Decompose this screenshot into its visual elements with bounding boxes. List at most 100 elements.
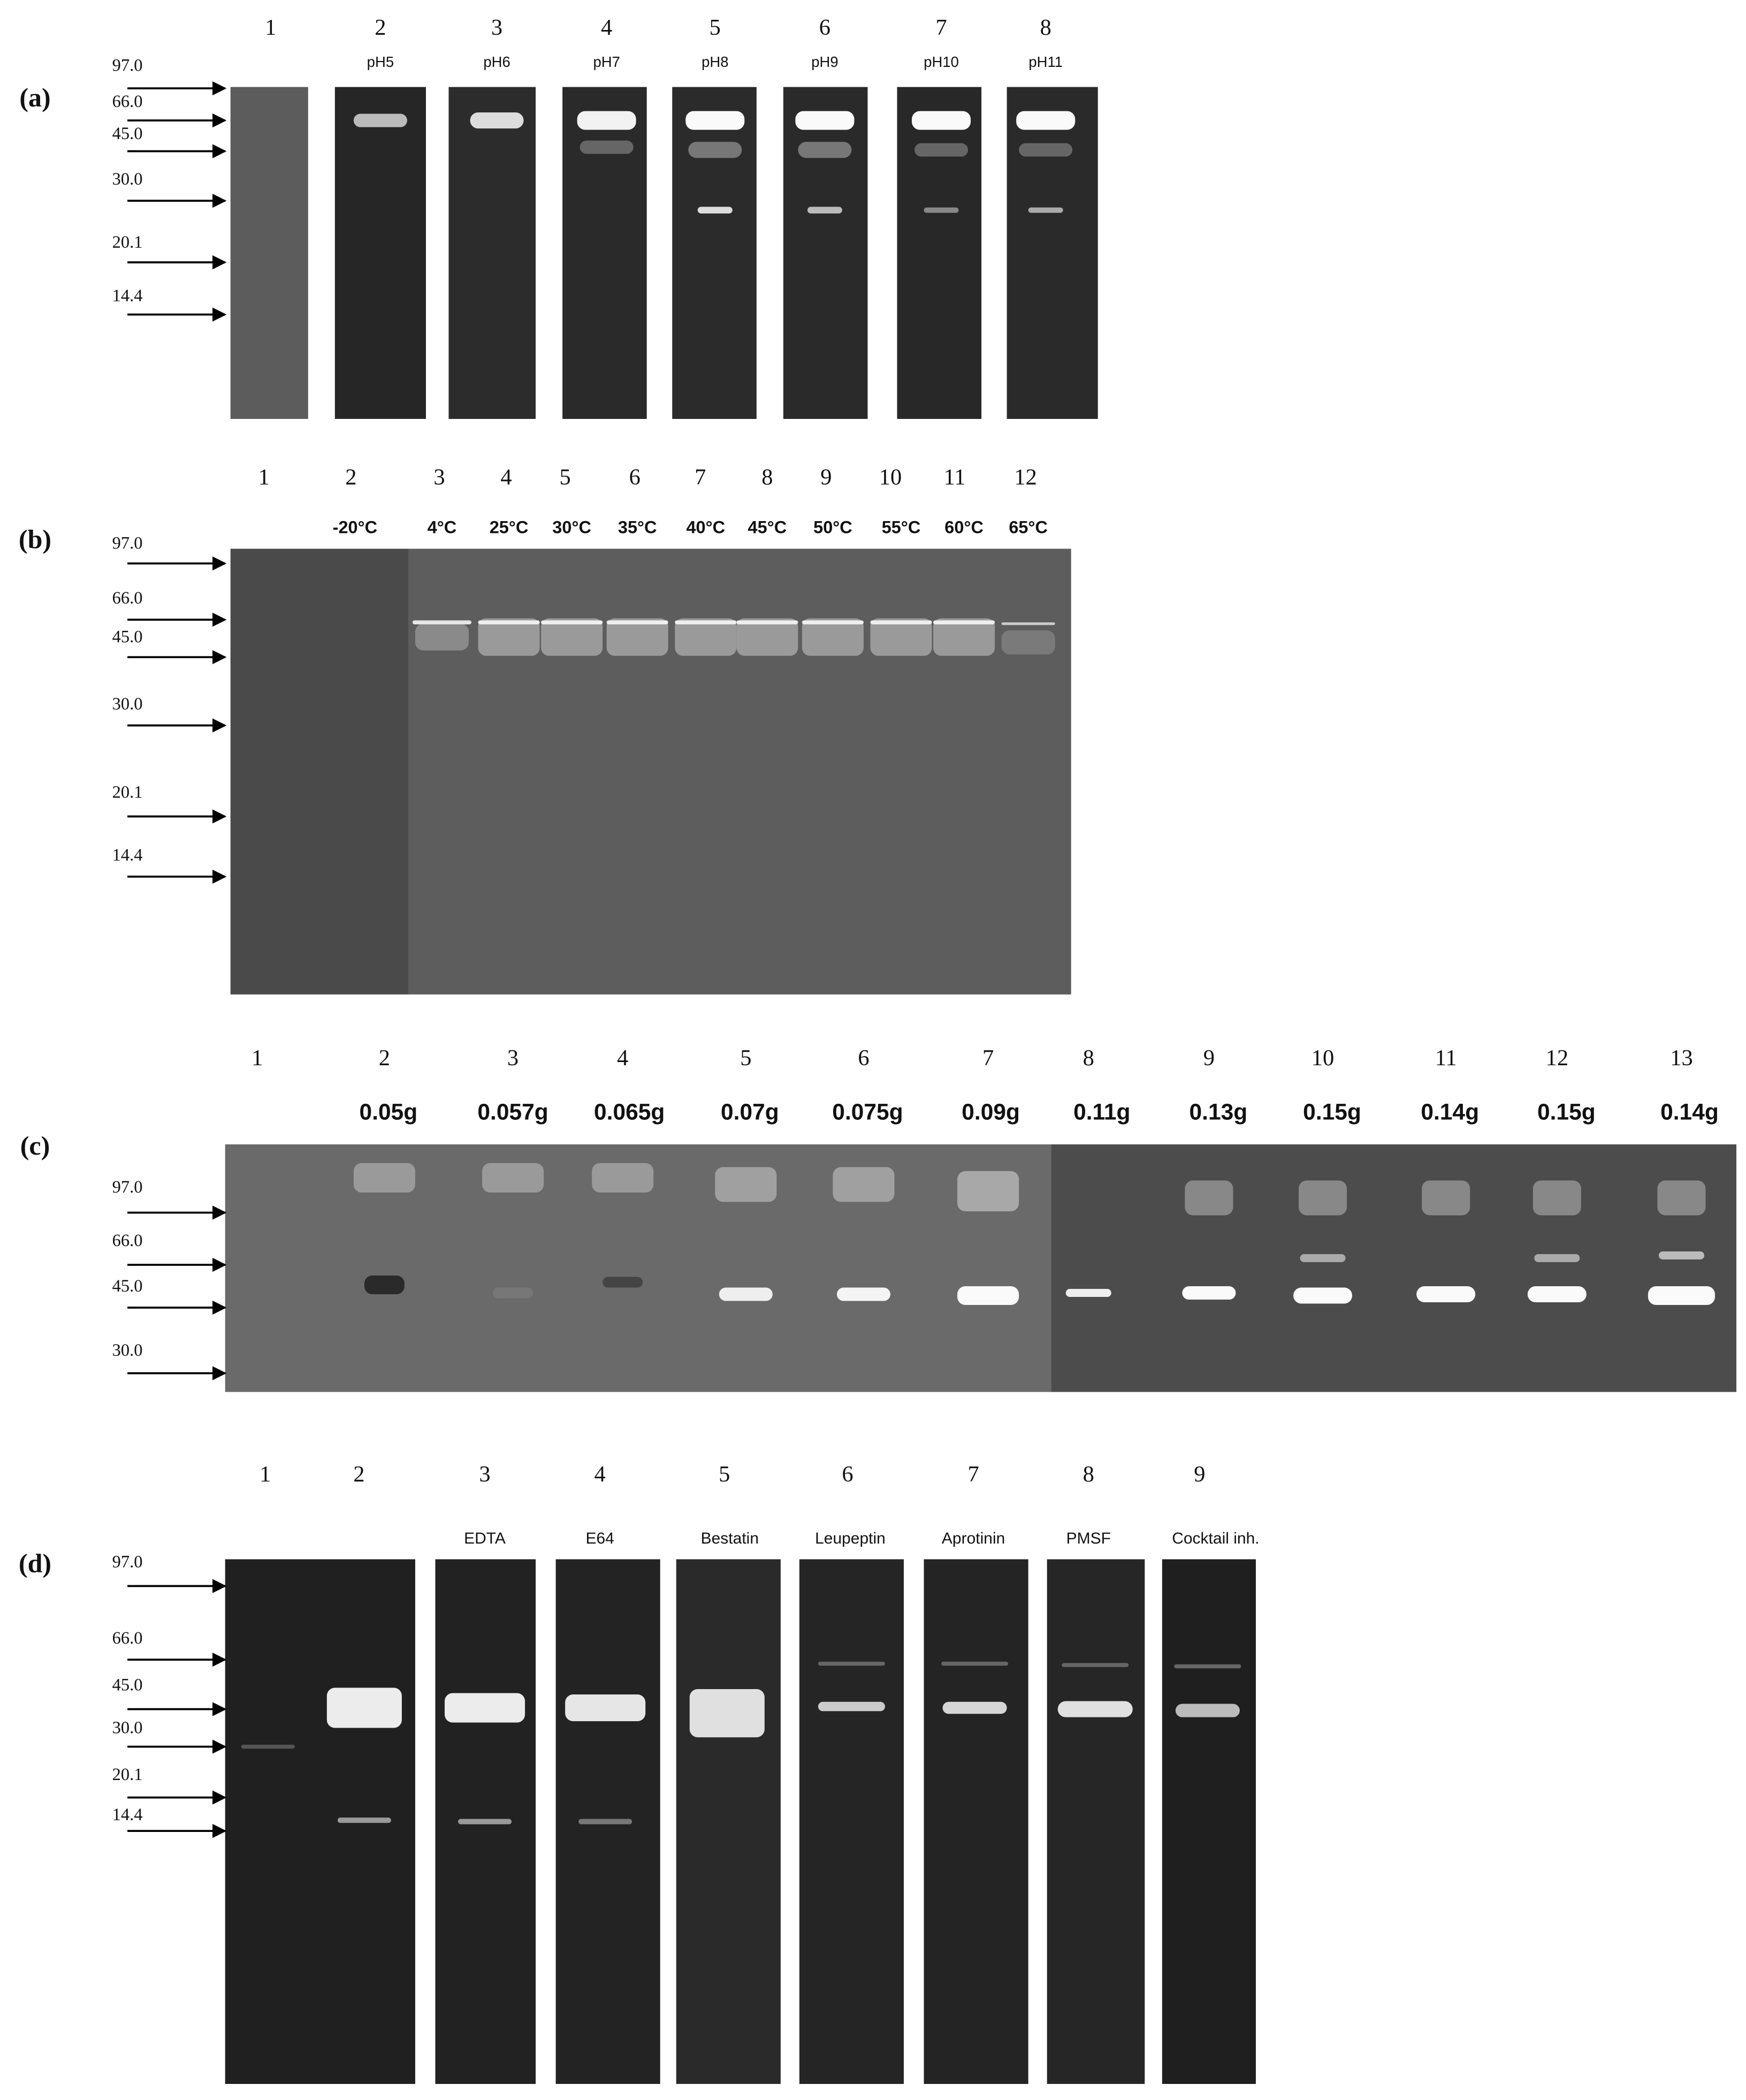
band (912, 111, 971, 130)
gel (783, 87, 868, 419)
gel (897, 87, 982, 419)
band (337, 1818, 391, 1823)
lane-label: Cocktail inh. (1172, 1530, 1259, 1547)
marker-label: 97.0 (112, 1178, 143, 1197)
lane-label: 55°C (882, 518, 921, 537)
band (482, 1163, 544, 1193)
gel (334, 87, 426, 419)
gel (1007, 87, 1098, 419)
band (606, 618, 668, 656)
lane-number: 9 (820, 464, 832, 490)
marker-label: 30.0 (112, 170, 143, 189)
lane-label: 30°C (552, 518, 591, 537)
gel (672, 87, 757, 419)
marker-label: 30.0 (112, 1719, 143, 1738)
band (924, 207, 959, 213)
lane-number: 8 (761, 464, 773, 490)
lane-label: Leupeptin (815, 1530, 886, 1547)
band (1062, 1663, 1129, 1667)
lane-label: 0.075g (832, 1100, 903, 1125)
lane-number: 5 (719, 1462, 730, 1487)
marker-label: 97.0 (112, 534, 143, 553)
marker-label: 66.0 (112, 589, 143, 608)
marker-label: 14.4 (112, 1805, 143, 1824)
lane-number: 4 (500, 464, 512, 490)
band (697, 207, 733, 214)
gel (1162, 1559, 1256, 2084)
lane-number: 3 (491, 15, 502, 40)
lane-number: 5 (710, 15, 721, 40)
band (412, 620, 472, 624)
marker-label: 66.0 (112, 1231, 143, 1250)
lane-number: 6 (819, 15, 830, 40)
lane-number: 5 (560, 464, 571, 490)
panel: (b) 97.066.045.030.020.114.41 2-20°C34°C42… (19, 464, 1071, 995)
lane-label: pH5 (367, 54, 394, 70)
marker-label: 45.0 (112, 628, 143, 647)
lane-number: 2 (375, 15, 386, 40)
marker-label: 66.0 (112, 1629, 143, 1648)
band (870, 618, 932, 656)
band (941, 1661, 1009, 1666)
lane-label: 0.14g (1421, 1100, 1479, 1125)
panel: (d) 97.0 66.0 45.0 30.0 20.1 14.4 1 2 3 EDTA 4 E64 5 B… (19, 1462, 1260, 2084)
lane-label: 0.065g (594, 1100, 665, 1125)
lane-number: 7 (967, 1462, 979, 1487)
marker-label: 30.0 (112, 1341, 143, 1360)
lane-number: 1 (265, 15, 276, 40)
lane-number: 9 (1194, 1462, 1205, 1487)
band (798, 142, 852, 158)
lane-label: pH6 (483, 54, 510, 70)
band (675, 620, 737, 624)
band (736, 618, 798, 656)
lane-number: 6 (629, 464, 641, 490)
lane-label: 0.13g (1190, 1100, 1248, 1125)
band (957, 1286, 1019, 1305)
band (942, 1701, 1007, 1714)
band (1658, 1251, 1704, 1259)
band (1175, 1704, 1240, 1717)
lane-label: 25°C (490, 518, 529, 537)
gel (408, 548, 1071, 995)
lane-number: 2 (345, 464, 356, 490)
band (364, 1276, 405, 1295)
band (675, 618, 737, 656)
lane-number: 10 (1312, 1045, 1335, 1071)
lane-number: 8 (1083, 1462, 1094, 1487)
band (478, 620, 540, 624)
band (688, 142, 742, 158)
band (1648, 1286, 1715, 1305)
band (1532, 1180, 1581, 1216)
gel (448, 87, 536, 419)
band (578, 1819, 632, 1824)
band (802, 620, 864, 624)
lane-number: 5 (740, 1045, 751, 1071)
lane-label: EDTA (464, 1530, 506, 1547)
band (478, 618, 540, 656)
gel (676, 1559, 781, 2084)
band (353, 113, 407, 127)
marker-label: 45.0 (112, 124, 143, 143)
lane-number: 10 (879, 464, 902, 490)
panel-label: (a) (19, 82, 50, 112)
lane-label: 0.11g (1073, 1100, 1130, 1125)
band (957, 1171, 1019, 1211)
lane-number: 6 (858, 1045, 869, 1071)
marker-label: 20.1 (112, 233, 143, 252)
lane-label: pH9 (811, 54, 838, 70)
lane-number: 13 (1670, 1045, 1693, 1071)
band (353, 1163, 415, 1193)
panel-label: (d) (19, 1548, 51, 1578)
lane-number: 7 (935, 15, 947, 40)
lane-number: 12 (1546, 1045, 1569, 1071)
lane-label: 4°C (428, 518, 457, 537)
gel (1051, 1144, 1737, 1392)
panel: (a) 97.0 66.0 45.0 30.0 20.1 14.4 1 2 pH5 3 pH6 4 pH7… (19, 15, 1098, 419)
lane-label: pH11 (1028, 54, 1063, 70)
band (818, 1701, 886, 1712)
band (458, 1819, 512, 1824)
lane-number: 1 (251, 1045, 263, 1071)
band (1416, 1286, 1476, 1303)
